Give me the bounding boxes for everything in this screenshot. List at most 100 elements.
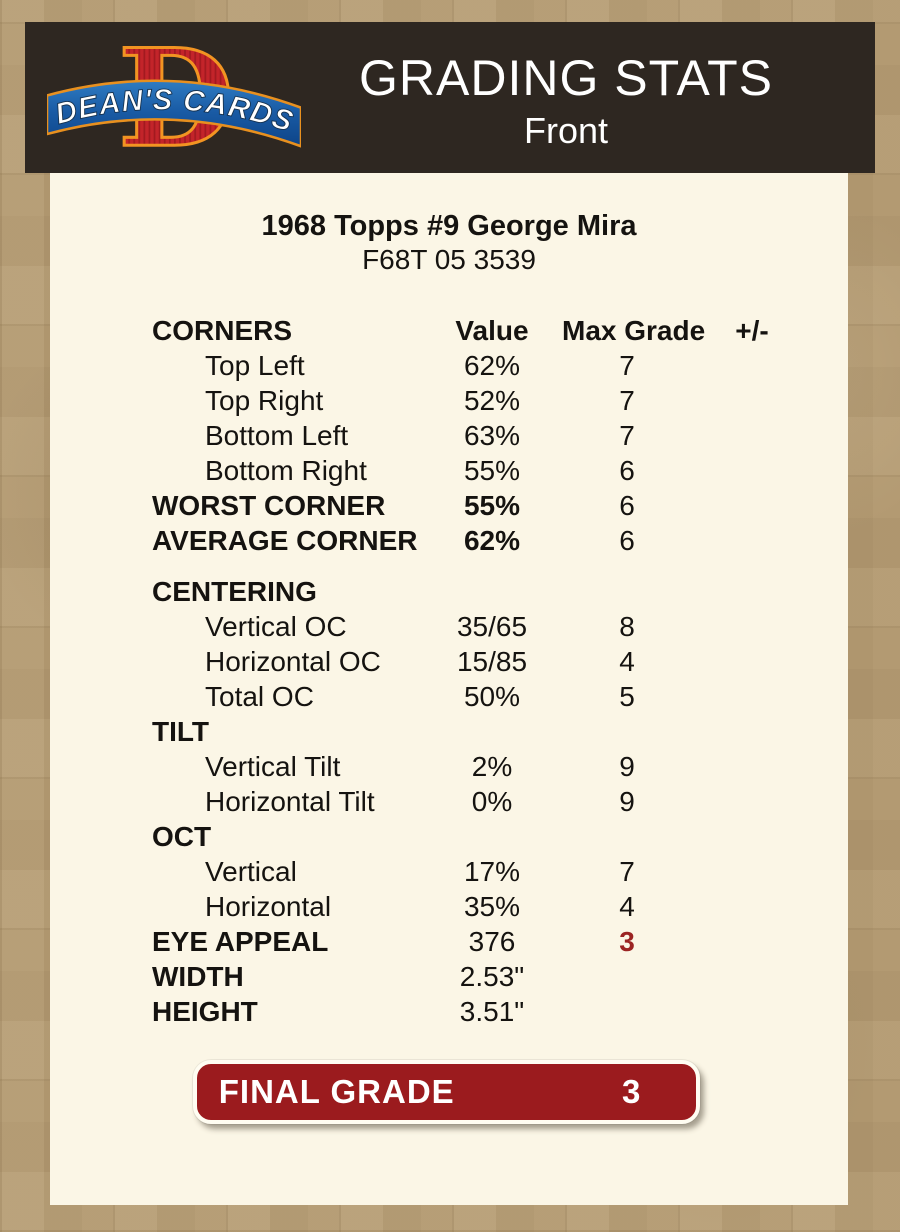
cell-value: 376 <box>468 926 516 957</box>
table-row: Horizontal 35% 4 <box>50 889 848 924</box>
stats-table: CORNERS Value Max Grade +/- Top Left 62% 7… <box>50 313 848 1029</box>
cell-pm <box>692 609 812 644</box>
cell-max: 9 <box>619 751 635 782</box>
cell-max: 5 <box>619 681 635 712</box>
table-row: Horizontal Tilt 0% 9 <box>50 784 848 819</box>
table-header-row: CORNERS Value Max Grade +/- <box>50 313 848 348</box>
table-row: Top Right 52% 7 <box>50 383 848 418</box>
cell-pm <box>692 924 812 959</box>
cell-pm <box>692 854 812 889</box>
card-serial-number: F68T 05 3539 <box>362 244 536 275</box>
cell-max: 7 <box>619 856 635 887</box>
cell-value <box>422 574 562 609</box>
cell-value: 55% <box>463 490 521 521</box>
cell-max: 3 <box>619 926 635 957</box>
cell-max <box>562 714 692 749</box>
cell-label: Horizontal Tilt <box>205 786 375 817</box>
table-row: Horizontal OC 15/85 4 <box>50 644 848 679</box>
cell-label: TILT <box>152 716 210 747</box>
cell-pm <box>692 523 812 558</box>
cell-pm <box>692 959 812 994</box>
cell-pm <box>692 819 812 854</box>
cell-label: Bottom Left <box>205 420 349 451</box>
cell-label: HEIGHT <box>152 996 258 1027</box>
cell-value: 62% <box>463 525 521 556</box>
cell-label: AVERAGE CORNER <box>152 525 418 556</box>
cell-pm <box>692 994 812 1029</box>
cell-pm <box>692 453 812 488</box>
column-header-value: Value <box>455 315 529 346</box>
cell-label: Horizontal OC <box>205 646 381 677</box>
cell-label: Vertical OC <box>205 611 347 642</box>
cell-pm <box>692 574 812 609</box>
table-row: HEIGHT 3.51" <box>50 994 848 1029</box>
cell-label: Top Right <box>205 385 324 416</box>
table-row: Total OC 50% 5 <box>50 679 848 714</box>
cell-label: CENTERING <box>152 576 317 607</box>
cell-max <box>562 574 692 609</box>
table-row: OCT <box>50 819 848 854</box>
deans-cards-logo-icon: D DEAN'S CARDS <box>47 30 301 165</box>
cell-pm <box>692 714 812 749</box>
cell-label: Vertical Tilt <box>205 751 341 782</box>
cell-value <box>422 714 562 749</box>
grading-sheet: 1968 Topps #9 George Mira F68T 05 3539 C… <box>50 173 848 1205</box>
cell-label: EYE APPEAL <box>152 926 329 957</box>
header: D DEAN'S CARDS GRADING STATS Front <box>25 22 875 173</box>
cell-pm <box>692 383 812 418</box>
card-title: 1968 Topps #9 George Mira <box>261 210 637 242</box>
cell-max: 7 <box>619 385 635 416</box>
cell-max: 6 <box>619 490 635 521</box>
final-grade-button[interactable]: FINAL GRADE 3 <box>193 1060 700 1124</box>
cell-max <box>562 819 692 854</box>
table-row: TILT <box>50 714 848 749</box>
cell-pm <box>692 488 812 523</box>
table-row: AVERAGE CORNER 62% 6 <box>50 523 848 558</box>
cell-value: 55% <box>463 455 521 486</box>
cell-max: 4 <box>619 891 635 922</box>
table-row: Vertical 17% 7 <box>50 854 848 889</box>
table-row: WORST CORNER 55% 6 <box>50 488 848 523</box>
cell-pm <box>692 348 812 383</box>
cell-value: 62% <box>463 350 521 381</box>
cell-value: 2.53" <box>459 961 525 992</box>
table-row: Bottom Left 63% 7 <box>50 418 848 453</box>
cell-pm <box>692 889 812 924</box>
cell-max: 6 <box>619 525 635 556</box>
cell-value: 63% <box>463 420 521 451</box>
cell-pm <box>692 749 812 784</box>
cell-max <box>562 959 692 994</box>
cell-label: Horizontal <box>205 891 332 922</box>
cell-label: WIDTH <box>152 961 244 992</box>
side-label: Front <box>523 110 609 151</box>
column-header-corners: CORNERS <box>152 315 293 346</box>
column-header-plus-minus: +/- <box>735 315 769 346</box>
cell-max <box>562 994 692 1029</box>
cell-max: 8 <box>619 611 635 642</box>
cell-label: Bottom Right <box>205 455 367 486</box>
cell-pm <box>692 784 812 819</box>
cell-value: 17% <box>463 856 521 887</box>
cell-value: 50% <box>463 681 521 712</box>
cell-max: 4 <box>619 646 635 677</box>
table-row: CENTERING <box>50 574 848 609</box>
cell-value: 3.51" <box>459 996 525 1027</box>
cell-pm <box>692 418 812 453</box>
logo-ribbon <box>47 79 301 148</box>
cell-pm <box>692 679 812 714</box>
table-row: Top Left 62% 7 <box>50 348 848 383</box>
cell-max: 7 <box>619 420 635 451</box>
table-row: EYE APPEAL 376 3 <box>50 924 848 959</box>
final-grade-value: 3 <box>621 1073 641 1110</box>
final-grade-label: FINAL GRADE <box>218 1073 455 1110</box>
cell-label: WORST CORNER <box>152 490 386 521</box>
page-title: GRADING STATS <box>359 50 773 106</box>
cell-value <box>422 819 562 854</box>
table-row: Vertical OC 35/65 8 <box>50 609 848 644</box>
cell-max: 6 <box>619 455 635 486</box>
cell-label: Total OC <box>205 681 314 712</box>
cell-value: 15/85 <box>456 646 528 677</box>
cell-label: Top Left <box>205 350 305 381</box>
cell-pm <box>692 644 812 679</box>
cell-value: 0% <box>471 786 513 817</box>
